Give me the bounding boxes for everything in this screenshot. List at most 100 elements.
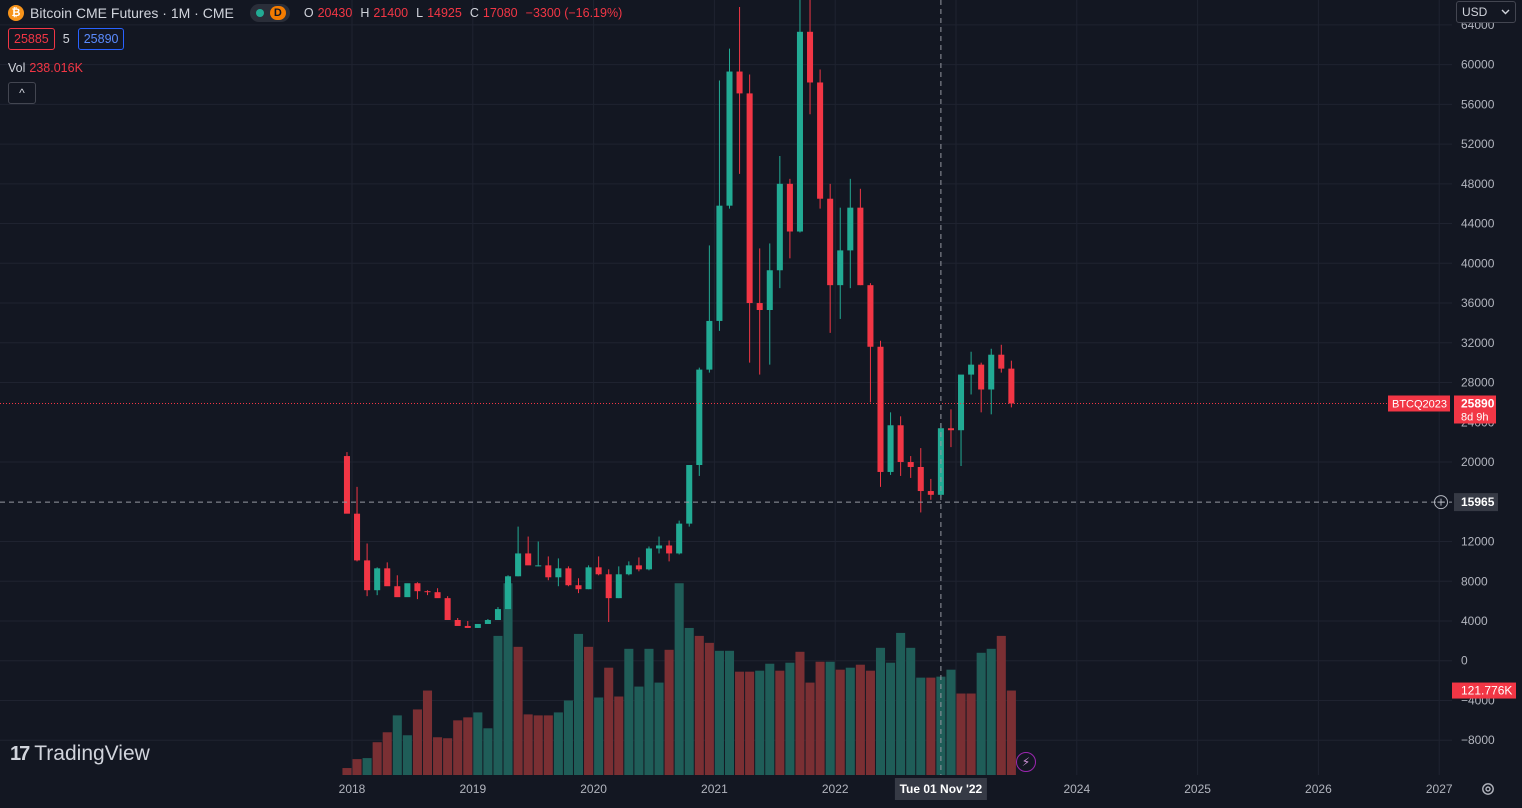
chart-header: ₿ Bitcoin CME Futures · 1M · CME D O 2043… <box>8 4 622 22</box>
symbol-title[interactable]: Bitcoin CME Futures · 1M · CME <box>30 5 234 21</box>
ohlc-readout: O 20430 H 21400 L 14925 C 17080 −3300 (−16.1… <box>304 6 622 20</box>
year-tick-label: 2022 <box>822 782 849 796</box>
crosshair-date-label: Tue 01 Nov '22 <box>900 782 983 796</box>
volume-legend[interactable]: Vol 238.016K <box>8 61 83 75</box>
bid-ask-row: 25885 5 25890 <box>8 28 125 50</box>
price-tick-label: 20000 <box>1461 455 1495 469</box>
brand-name: TradingView <box>34 742 150 765</box>
volume-bar <box>543 715 553 775</box>
candle-body <box>615 574 622 599</box>
volume-bar <box>805 682 815 775</box>
candle-body <box>635 565 642 570</box>
volume-value: 238.016K <box>29 61 83 75</box>
lightning-icon[interactable]: ⚡ <box>1016 752 1036 772</box>
candle-body <box>746 93 753 304</box>
candle-body <box>706 320 713 370</box>
candle-body <box>645 548 652 570</box>
year-tick-label: 2024 <box>1063 782 1090 796</box>
candle-body <box>776 183 783 271</box>
volume-bar <box>966 693 976 775</box>
high-label: H <box>360 6 370 20</box>
crosshair-price-label: 15965 <box>1461 495 1495 509</box>
volume-label: Vol <box>8 61 26 75</box>
spread-value: 5 <box>62 32 70 46</box>
candle-body <box>605 574 612 599</box>
currency-select[interactable]: USD <box>1456 1 1516 23</box>
candle-body <box>917 466 924 492</box>
tradingview-logo[interactable]: 17 TradingView <box>10 742 150 766</box>
candle-body <box>968 364 975 375</box>
gear-icon[interactable] <box>1480 781 1496 797</box>
candle-body <box>686 465 693 524</box>
candle-body <box>464 625 471 628</box>
volume-bar <box>714 650 724 775</box>
candle-body <box>786 183 793 232</box>
volume-bar <box>604 667 614 775</box>
delayed-data-badge: D <box>269 6 286 20</box>
volume-bar <box>684 627 694 775</box>
year-tick-label: 2020 <box>580 782 607 796</box>
price-axis[interactable]: 6400060000560005200048000440004000036000… <box>1388 18 1516 747</box>
candle-body <box>595 567 602 575</box>
volume-bar <box>473 712 483 775</box>
volume-bar <box>996 635 1006 775</box>
candle-body <box>364 560 371 591</box>
price-tick-label: 56000 <box>1461 97 1495 111</box>
chart-overlays <box>0 0 1452 775</box>
candle-body <box>515 553 522 577</box>
volume-bar <box>855 664 865 775</box>
candle-body <box>807 31 814 83</box>
candlesticks <box>343 0 1015 628</box>
open-value: 20430 <box>317 6 353 20</box>
price-tick-label: 8000 <box>1461 574 1488 588</box>
volume-bar <box>573 633 584 775</box>
year-tick-label: 2018 <box>339 782 366 796</box>
volume-bar <box>724 650 735 775</box>
time-axis[interactable]: 2018201920202021202220232024202520262027… <box>339 778 1453 800</box>
chevron-down-icon <box>1501 9 1510 15</box>
volume-bar <box>704 642 714 775</box>
candle-body <box>494 609 501 620</box>
year-tick-label: 2025 <box>1184 782 1211 796</box>
candle-body <box>666 545 673 554</box>
buy-button[interactable]: 25890 <box>77 28 125 50</box>
low-value: 14925 <box>427 6 462 20</box>
volume-bar <box>563 700 573 775</box>
volume-bar <box>422 690 433 775</box>
volume-bar <box>412 709 422 775</box>
volume-bar <box>453 720 463 775</box>
candle-body <box>817 82 824 199</box>
candle-body <box>857 207 864 286</box>
price-tick-label: 48000 <box>1461 177 1495 191</box>
collapse-legend-button[interactable]: ^ <box>8 82 36 104</box>
sell-button[interactable]: 25885 <box>8 28 55 50</box>
candle-body <box>1008 368 1015 404</box>
candle-body <box>525 553 532 566</box>
volume-bar <box>664 649 674 775</box>
candle-body <box>354 513 361 561</box>
volume-bar <box>674 583 684 775</box>
volume-bar <box>634 686 644 775</box>
candle-body <box>827 198 834 286</box>
candle-body <box>394 586 401 598</box>
volume-bar <box>785 662 795 775</box>
candle-body <box>907 462 914 467</box>
close-label: C <box>469 6 479 20</box>
symbol-tag-label: BTCQ2023 <box>1392 398 1447 410</box>
candle-body <box>988 354 995 390</box>
candle-body <box>676 523 683 554</box>
volume-bar <box>654 682 664 775</box>
market-open-dot-icon <box>255 9 264 17</box>
candle-body <box>837 250 844 286</box>
volume-bar <box>875 647 886 775</box>
candle-body <box>726 71 733 206</box>
volume-bar <box>614 696 624 775</box>
volume-bar <box>644 648 654 775</box>
volume-bar <box>352 759 362 775</box>
price-tick-label: 60000 <box>1461 58 1495 72</box>
market-status-pill[interactable]: D <box>249 4 290 22</box>
tradingview-mark-icon: 17 <box>10 742 30 765</box>
candle-body <box>897 425 904 463</box>
low-label: L <box>416 6 424 20</box>
